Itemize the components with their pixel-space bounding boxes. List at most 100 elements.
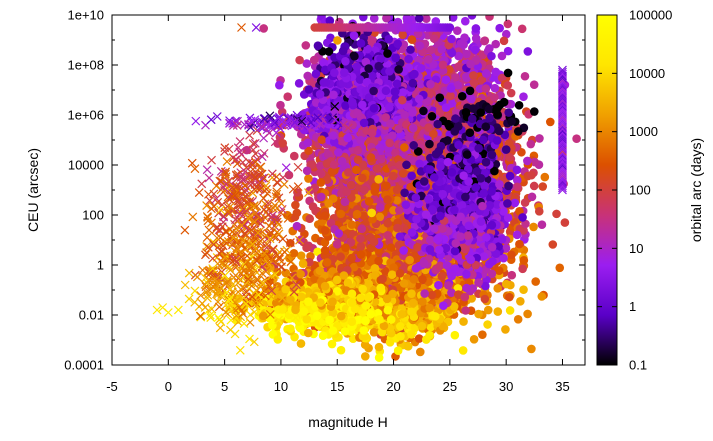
circle-point <box>415 41 425 51</box>
circle-point <box>459 40 468 50</box>
circle-point <box>478 330 487 339</box>
circle-point <box>333 36 342 45</box>
circle-point <box>382 15 391 23</box>
circle-point <box>301 41 311 50</box>
circle-point <box>429 34 439 43</box>
circle-point <box>296 251 306 260</box>
circle-point <box>491 67 501 77</box>
circle-point <box>490 83 500 93</box>
circle-point <box>572 134 581 144</box>
circle-point <box>555 263 565 273</box>
circle-point <box>359 15 368 22</box>
circle-point <box>527 170 536 180</box>
circle-point <box>545 117 555 127</box>
circle-point <box>520 71 530 81</box>
circle-point <box>469 78 479 88</box>
circle-point <box>503 81 513 90</box>
circle-point <box>438 60 448 70</box>
circle-point <box>513 315 523 324</box>
circle-point <box>460 16 470 26</box>
circle-point <box>535 134 544 143</box>
circle-point <box>302 59 312 68</box>
circle-point <box>414 334 424 343</box>
circle-point <box>398 30 408 40</box>
circle-point <box>495 23 504 33</box>
circle-point <box>259 24 269 33</box>
circle-point <box>523 156 532 166</box>
circle-point <box>485 15 494 21</box>
circle-point <box>446 91 455 101</box>
circle-point <box>295 55 304 65</box>
circle-point <box>537 220 547 230</box>
circle-point <box>369 15 379 23</box>
circle-point <box>447 48 457 58</box>
circle-point <box>529 80 539 89</box>
circle-point <box>291 200 300 210</box>
circle-point <box>366 35 376 44</box>
circle-point <box>520 198 530 207</box>
circle-point <box>446 84 456 93</box>
circle-point <box>437 45 447 54</box>
circle-point <box>519 285 528 294</box>
circle-point <box>529 181 539 191</box>
circle-point <box>505 153 514 162</box>
circle-point <box>303 71 313 81</box>
circle-point <box>529 222 538 232</box>
circle-point <box>441 75 451 84</box>
circle-point <box>481 69 491 78</box>
circle-point <box>471 34 481 43</box>
circle-point <box>283 92 293 102</box>
circle-point <box>242 145 252 155</box>
circle-point <box>284 170 294 180</box>
circle-point <box>467 15 477 20</box>
circle-point <box>471 24 481 33</box>
circle-point <box>493 307 503 316</box>
circle-point <box>276 100 285 110</box>
circle-point <box>422 15 431 24</box>
circle-point <box>503 19 513 29</box>
circle-point <box>460 33 469 42</box>
circle-point <box>519 92 528 101</box>
circle-point <box>454 62 463 71</box>
circle-point <box>275 80 284 90</box>
circle-point <box>538 182 548 191</box>
circle-point <box>490 93 499 102</box>
circle-point <box>480 36 489 46</box>
circle-point <box>441 103 451 112</box>
circle-point <box>516 297 525 306</box>
circle-point <box>530 157 539 167</box>
circle-point <box>302 166 312 176</box>
circle-point <box>499 36 509 46</box>
circle-point <box>517 24 527 34</box>
circle-point <box>448 15 458 22</box>
circle-point <box>503 46 513 56</box>
circle-point <box>506 88 516 98</box>
circle-point <box>462 72 471 82</box>
circle-point <box>527 344 536 354</box>
circle-point <box>462 49 471 59</box>
circle-point <box>447 34 456 44</box>
circle-point <box>469 71 478 80</box>
circle-point <box>534 207 544 216</box>
circle-point <box>485 44 494 53</box>
circle-point <box>497 51 507 61</box>
circle-point <box>426 45 436 55</box>
circle-point <box>481 84 491 93</box>
circle-point <box>560 218 570 227</box>
circle-point <box>309 55 319 65</box>
circle-point <box>540 172 550 182</box>
circle-point <box>450 73 460 82</box>
circle-point <box>289 151 299 161</box>
circle-point <box>424 55 433 64</box>
data-points <box>152 15 581 362</box>
circle-point <box>548 240 558 249</box>
circle-point <box>527 192 537 202</box>
circle-point <box>470 45 480 55</box>
circle-point <box>466 59 475 69</box>
circle-point <box>304 174 313 183</box>
circle-point <box>523 47 533 56</box>
circle-point <box>415 347 425 357</box>
circle-point <box>518 264 527 274</box>
circle-point <box>453 26 462 36</box>
